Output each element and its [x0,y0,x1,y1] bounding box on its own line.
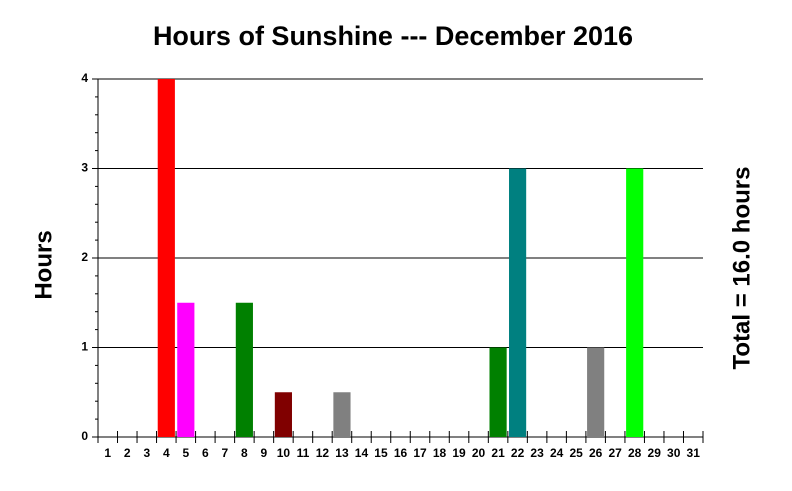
bar [177,302,195,437]
bar [587,347,605,437]
x-tick-label: 21 [491,446,505,460]
x-tick-label: 1 [104,446,111,460]
x-tick-label: 15 [374,446,388,460]
x-tick-label: 9 [261,446,268,460]
x-tick-label: 2 [124,446,131,460]
x-tick-label: 4 [163,446,170,460]
x-tick-label: 3 [143,446,150,460]
bar [157,79,175,437]
x-tick-label: 17 [413,446,427,460]
y-tick-label: 1 [81,340,88,354]
y-axis-label: Hours [30,230,57,299]
total-annotation: Total = 16.0 hours [728,167,755,370]
x-tick-label: 26 [589,446,603,460]
x-tick-label: 7 [222,446,229,460]
x-tick-label: 30 [667,446,681,460]
x-tick-label: 16 [394,446,408,460]
x-tick-label: 14 [355,446,369,460]
x-tick-label: 28 [628,446,642,460]
bar [626,168,644,437]
x-tick-label: 8 [241,446,248,460]
x-tick-label: 23 [530,446,544,460]
x-tick-label: 18 [433,446,447,460]
bar [489,347,507,437]
x-tick-label: 12 [316,446,330,460]
x-tick-label: 5 [182,446,189,460]
x-tick-label: 29 [648,446,662,460]
x-tick-label: 24 [550,446,564,460]
x-tick-label: 19 [452,446,466,460]
x-tick-label: 31 [687,446,701,460]
x-tick-label: 20 [472,446,486,460]
y-tick-label: 2 [81,250,88,264]
chart-title: Hours of Sunshine --- December 2016 [153,21,633,51]
bar [333,392,351,437]
x-tick-label: 6 [202,446,209,460]
x-tick-label: 27 [608,446,622,460]
y-tick-label: 0 [81,429,88,443]
bar [274,392,292,437]
bar [509,168,527,437]
bar [235,302,253,437]
x-tick-label: 22 [511,446,525,460]
x-tick-label: 25 [569,446,583,460]
x-tick-label: 13 [335,446,349,460]
y-tick-label: 4 [81,71,88,85]
x-tick-label: 10 [277,446,291,460]
y-tick-label: 3 [81,161,88,175]
x-tick-label: 11 [297,446,310,460]
